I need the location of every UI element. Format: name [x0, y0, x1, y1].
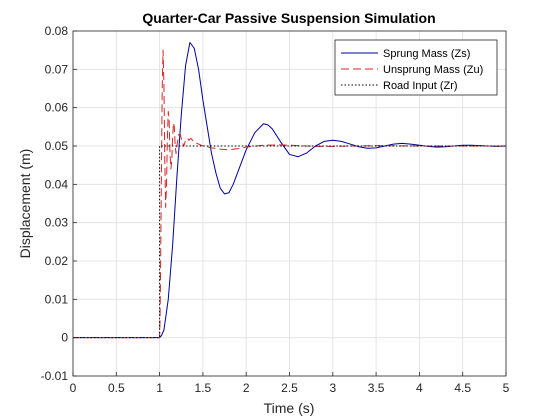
x-tick-label: 0	[70, 381, 77, 395]
y-tick-label: 0.02	[45, 254, 69, 268]
y-tick-label: 0.06	[45, 101, 69, 115]
y-tick-label: -0.01	[41, 369, 69, 383]
x-tick-label: 4.5	[454, 381, 471, 395]
legend-box	[334, 39, 498, 96]
x-tick-label: 2.5	[281, 381, 298, 395]
series-layer	[73, 42, 507, 339]
legend-label: Sprung Mass (Zs)	[383, 48, 470, 60]
y-axis-label: Displacement (m)	[17, 149, 33, 259]
x-tick-label: 1.5	[195, 381, 212, 395]
y-tick-label: 0.04	[45, 177, 69, 191]
x-tick-label: 3.5	[368, 381, 385, 395]
y-tick-label: 0.08	[45, 24, 69, 38]
series-line-2	[73, 145, 506, 339]
series-line-1	[73, 49, 506, 339]
legend-label: Unsprung Mass (Zu)	[383, 64, 483, 76]
y-tick-label: 0.07	[45, 62, 69, 76]
y-tick-label: 0.05	[45, 139, 69, 153]
legend: Sprung Mass (Zs) Unsprung Mass (Zu) Road I…	[334, 39, 498, 96]
x-tick-label: 0.5	[108, 381, 125, 395]
x-tick-label: 5	[503, 381, 510, 395]
x-tick-label: 2	[243, 381, 250, 395]
axis-ticks: 0 0.5 1 1.5 2 2.5 3 3.5 4 4.5 5-0.0100.010.020.030…	[41, 24, 510, 395]
x-tick-label: 4	[416, 381, 423, 395]
x-tick-label: 3	[329, 381, 336, 395]
x-axis-label: Time (s)	[264, 400, 315, 416]
y-tick-label: 0	[61, 331, 68, 345]
legend-label: Road Input (Zr)	[383, 80, 458, 92]
chart-title: Quarter-Car Passive Suspension Simulatio…	[142, 10, 435, 26]
y-tick-label: 0.01	[45, 292, 69, 306]
x-tick-label: 1	[156, 381, 163, 395]
y-tick-label: 0.03	[45, 216, 69, 230]
series-line-0	[73, 42, 507, 339]
